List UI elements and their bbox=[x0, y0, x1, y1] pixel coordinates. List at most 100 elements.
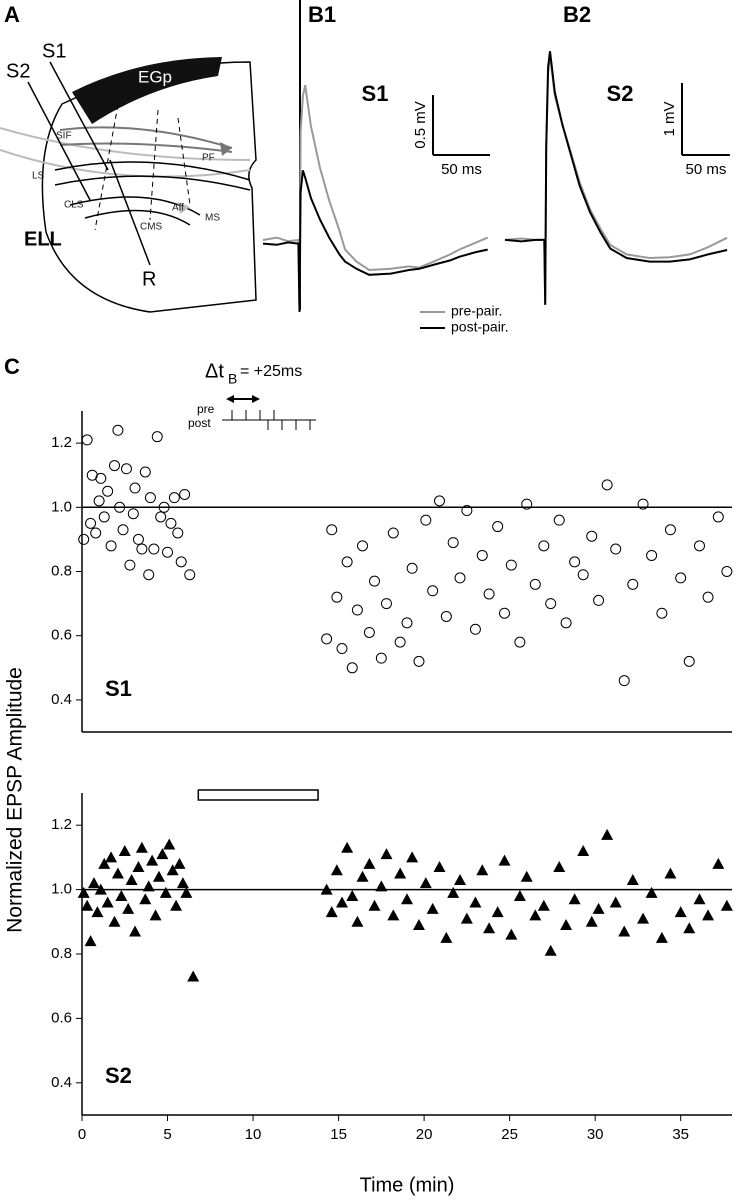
point bbox=[419, 877, 432, 889]
point bbox=[144, 492, 156, 504]
point bbox=[529, 909, 542, 921]
point bbox=[394, 636, 406, 648]
point bbox=[609, 896, 622, 908]
y-tick-label: 0.8 bbox=[51, 945, 72, 962]
point bbox=[363, 857, 376, 869]
x-tick-label: 35 bbox=[672, 1126, 689, 1143]
point bbox=[346, 890, 359, 902]
point bbox=[521, 498, 533, 510]
x-axis-label: Time (min) bbox=[360, 1174, 455, 1196]
point bbox=[593, 594, 605, 606]
point bbox=[118, 844, 131, 856]
y-tick-label: 0.4 bbox=[51, 691, 72, 708]
point bbox=[702, 909, 715, 921]
point bbox=[433, 861, 446, 873]
panel-title: S1 bbox=[105, 676, 132, 701]
layer bbox=[84, 209, 191, 226]
point bbox=[168, 492, 180, 504]
point bbox=[469, 896, 482, 908]
point bbox=[105, 851, 118, 863]
boundary bbox=[177, 117, 191, 206]
fiber bbox=[59, 142, 233, 153]
scale-label: 50 ms bbox=[441, 161, 482, 178]
point bbox=[538, 540, 550, 552]
egp-shape bbox=[72, 57, 222, 124]
point bbox=[646, 549, 658, 561]
point bbox=[351, 915, 364, 927]
point bbox=[187, 970, 200, 982]
diagram-label: S1 bbox=[42, 40, 66, 62]
point bbox=[363, 626, 375, 638]
annotation: B bbox=[228, 371, 237, 387]
annotation: post bbox=[188, 416, 211, 430]
point bbox=[460, 912, 473, 924]
legend-label: pre-pair. bbox=[451, 303, 502, 319]
point bbox=[505, 928, 518, 940]
point bbox=[112, 424, 124, 436]
point bbox=[499, 607, 510, 619]
point bbox=[674, 906, 687, 918]
point bbox=[115, 890, 128, 902]
point bbox=[122, 902, 135, 914]
y-tick-label: 0.8 bbox=[51, 562, 72, 579]
point bbox=[184, 569, 196, 581]
fiber bbox=[0, 127, 251, 161]
annotation: pre bbox=[197, 402, 215, 416]
electrode bbox=[49, 61, 109, 171]
point bbox=[320, 883, 333, 895]
point bbox=[81, 434, 93, 446]
point bbox=[165, 517, 177, 529]
x-tick-label: 15 bbox=[330, 1126, 347, 1143]
point bbox=[413, 655, 425, 667]
point bbox=[172, 527, 184, 539]
point bbox=[124, 559, 136, 571]
point bbox=[406, 562, 418, 574]
y-tick-label: 1.2 bbox=[51, 816, 72, 833]
x-tick-label: 25 bbox=[501, 1126, 518, 1143]
point bbox=[434, 495, 445, 507]
point bbox=[537, 899, 550, 911]
point bbox=[111, 867, 124, 879]
point bbox=[394, 867, 407, 879]
point bbox=[720, 899, 733, 911]
point bbox=[461, 505, 473, 517]
point bbox=[156, 848, 169, 860]
point bbox=[447, 537, 459, 549]
point bbox=[87, 877, 100, 889]
layer bbox=[54, 175, 251, 191]
arrow bbox=[178, 202, 190, 214]
point bbox=[176, 877, 189, 889]
arrow bbox=[220, 142, 232, 156]
trace bbox=[262, 170, 488, 313]
point bbox=[454, 572, 466, 584]
y-tick-label: 0.6 bbox=[51, 627, 72, 644]
x-tick-label: 5 bbox=[163, 1126, 171, 1143]
annotation: = +25ms bbox=[240, 363, 302, 380]
layer bbox=[69, 196, 201, 216]
ell-diagram: S1 S2 EGp SIF PF LS CLS CMS Aff MS ELL R bbox=[0, 40, 257, 313]
panel-title: S2 bbox=[105, 1063, 132, 1088]
point bbox=[387, 527, 399, 539]
point bbox=[129, 482, 141, 494]
x-tick-label: 10 bbox=[245, 1126, 262, 1143]
point bbox=[553, 861, 566, 873]
point bbox=[336, 643, 348, 655]
point bbox=[341, 556, 353, 568]
point bbox=[420, 514, 432, 526]
point bbox=[476, 549, 488, 561]
arrow bbox=[252, 395, 260, 403]
point bbox=[93, 495, 105, 507]
point bbox=[637, 912, 650, 924]
point bbox=[626, 873, 639, 885]
point bbox=[610, 543, 622, 555]
point bbox=[341, 841, 354, 853]
point bbox=[412, 919, 425, 931]
point bbox=[618, 925, 631, 937]
point bbox=[117, 524, 129, 536]
point bbox=[139, 466, 151, 478]
diagram-label: R bbox=[142, 268, 156, 290]
point bbox=[132, 533, 144, 545]
point bbox=[426, 902, 439, 914]
point bbox=[162, 546, 174, 558]
point bbox=[601, 479, 613, 491]
